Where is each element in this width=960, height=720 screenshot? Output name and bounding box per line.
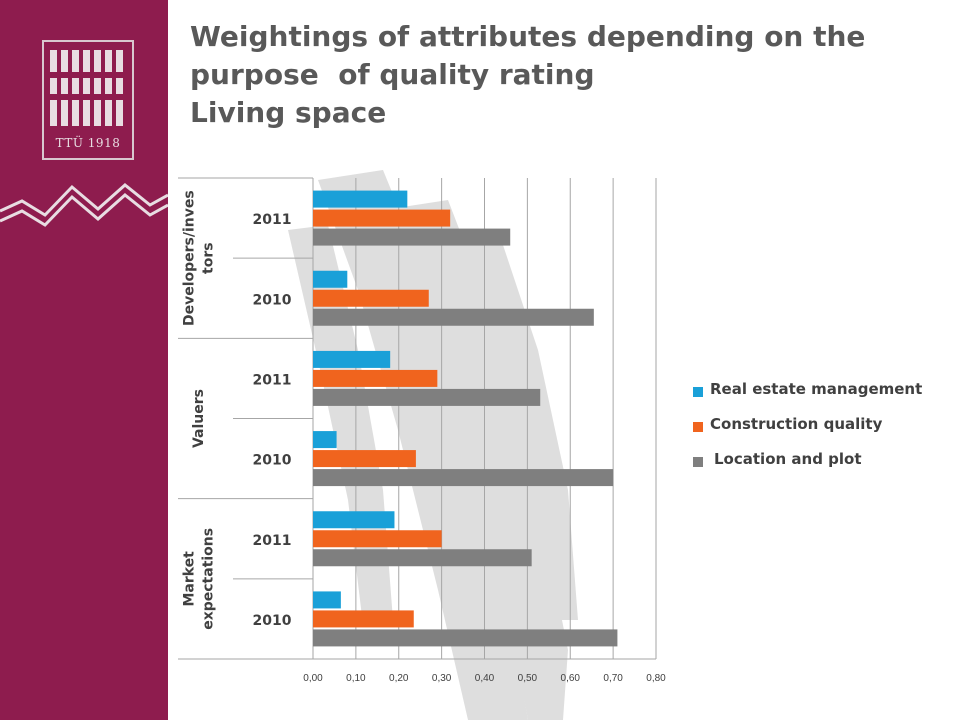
x-tick-label: 0,20 [389,673,409,684]
legend-swatch-real-estate [693,387,703,397]
bar [313,591,341,609]
group-label: Market [182,551,198,607]
wave-decoration-icon [0,183,168,227]
year-label: 2011 [253,372,292,388]
bar [313,388,541,406]
title-line-1: Weightings of attributes depending on th… [190,20,866,53]
title-line-3: Living space [190,96,387,129]
bar [313,549,532,567]
bar [313,610,414,628]
bar [313,469,614,487]
x-tick-label: 0,80 [646,673,666,684]
logo-text: TTÜ 1918 [55,136,121,150]
legend-swatch-location [693,457,703,467]
year-label: 2010 [253,453,292,469]
bar [313,308,594,326]
bar [313,450,416,468]
group-label: expectations [201,528,217,630]
group-label: Developers/inves [182,190,198,326]
university-logo: TTÜ 1918 [42,40,134,160]
bar [313,511,395,529]
logo-columns-icon [50,50,123,126]
x-tick-label: 0,40 [475,673,495,684]
year-label: 2010 [253,292,292,308]
year-label: 2010 [253,613,292,629]
x-tick-label: 0,00 [303,673,323,684]
bar [313,190,408,208]
bar [313,431,337,449]
x-tick-label: 0,70 [603,673,623,684]
x-tick-label: 0,30 [432,673,452,684]
year-label: 2011 [253,533,292,549]
x-tick-label: 0,60 [561,673,581,684]
x-tick-label: 0,10 [346,673,366,684]
legend-label-real-estate: Real estate management [710,380,923,398]
bar [313,289,429,307]
sidebar-band: TTÜ 1918 [0,0,168,720]
bar [313,228,511,246]
title-line-2: purpose of quality rating [190,58,595,91]
bar [313,270,348,288]
year-label: 2011 [253,212,292,228]
bar [313,530,442,548]
group-label: tors [201,242,217,274]
slide-title: Weightings of attributes depending on th… [190,18,930,132]
bar [313,369,438,387]
bar [313,350,391,368]
legend-label-location: Location and plot [714,450,862,468]
bar [313,209,451,227]
group-label: Valuers [191,389,207,448]
x-tick-label: 0,50 [518,673,538,684]
legend-swatch-construction [693,422,703,432]
legend-label-construction: Construction quality [710,415,883,433]
bar [313,629,618,647]
